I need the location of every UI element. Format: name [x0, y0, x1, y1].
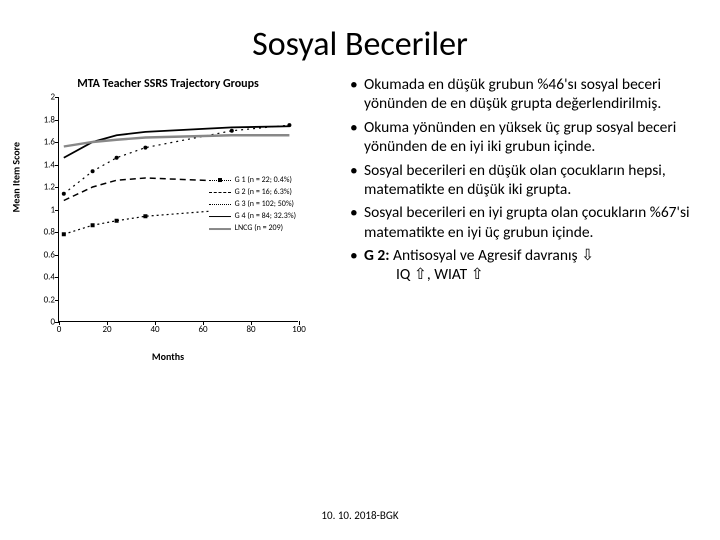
chart-plot-area: G 1 (n = 22; 0.4%)G 2 (n = 16; 6.3%)G 3 … [58, 97, 298, 322]
bullet-item: Okumada en düşük grubun %46'sı sosyal be… [346, 75, 704, 114]
legend-item: G 1 (n = 22; 0.4%) [209, 175, 296, 186]
bullet-indent: IQ ⇧, WIAT ⇧ [364, 265, 704, 284]
ytick-label: 1.4 [29, 159, 55, 170]
text-column: Okumada en düşük grubun %46'sı sosyal be… [338, 75, 708, 365]
bullet-item: Sosyal becerileri en düşük olan çocuklar… [346, 161, 704, 200]
page-title: Sosyal Beceriler [0, 0, 720, 75]
legend-label: LNCG (n = 209) [235, 223, 283, 234]
legend-item: G 4 (n = 84; 32.3%) [209, 211, 296, 222]
ytick-label: 1.2 [29, 182, 55, 193]
ytick-label: 1.6 [29, 137, 55, 148]
ytick-label: 1.8 [29, 114, 55, 125]
ytick-label: 2 [29, 92, 55, 103]
slide-footer: 10. 10. 2018-BGK [321, 509, 398, 522]
xtick-label: 80 [246, 324, 255, 335]
bullet-list: Okumada en düşük grubun %46'sı sosyal be… [346, 75, 704, 285]
legend-label: G 2 (n = 16; 6.3%) [235, 187, 292, 198]
ytick-label: 0.2 [29, 294, 55, 305]
ytick-label: 0.8 [29, 227, 55, 238]
content-row: MTA Teacher SSRS Trajectory Groups Mean … [0, 75, 720, 365]
chart-ylabel: Mean Item Score [10, 142, 23, 213]
legend-item: LNCG (n = 209) [209, 223, 296, 234]
ytick-label: 0 [29, 317, 55, 328]
xtick-label: 40 [150, 324, 159, 335]
xtick-label: 0 [57, 324, 62, 335]
bullet-item: Okuma yönünden en yüksek üç grup sosyal … [346, 118, 704, 157]
ytick-label: 0.4 [29, 272, 55, 283]
legend-label: G 1 (n = 22; 0.4%) [235, 175, 292, 186]
bullet-rest: Antisosyal ve Agresif davranış ⇩ [390, 246, 595, 265]
ytick-label: 1 [29, 204, 55, 215]
chart-column: MTA Teacher SSRS Trajectory Groups Mean … [18, 75, 338, 365]
xtick-label: 20 [102, 324, 111, 335]
ytick-label: 0.6 [29, 249, 55, 260]
chart-title: MTA Teacher SSRS Trajectory Groups [18, 75, 318, 93]
chart-legend: G 1 (n = 22; 0.4%)G 2 (n = 16; 6.3%)G 3 … [209, 174, 296, 236]
bullet-item: Sosyal becerileri en iyi grupta olan çoc… [346, 203, 704, 242]
legend-item: G 3 (n = 102; 50%) [209, 199, 296, 210]
chart: MTA Teacher SSRS Trajectory Groups Mean … [18, 75, 318, 365]
chart-xlabel: Months [152, 350, 184, 363]
legend-label: G 4 (n = 84; 32.3%) [235, 211, 296, 222]
bullet-item: G 2: Antisosyal ve Agresif davranış ⇩ IQ… [346, 246, 704, 285]
xtick-label: 60 [198, 324, 207, 335]
legend-item: G 2 (n = 16; 6.3%) [209, 187, 296, 198]
xtick-label: 100 [292, 324, 306, 335]
bullet-strong: G 2: [364, 246, 390, 265]
legend-label: G 3 (n = 102; 50%) [235, 199, 294, 210]
